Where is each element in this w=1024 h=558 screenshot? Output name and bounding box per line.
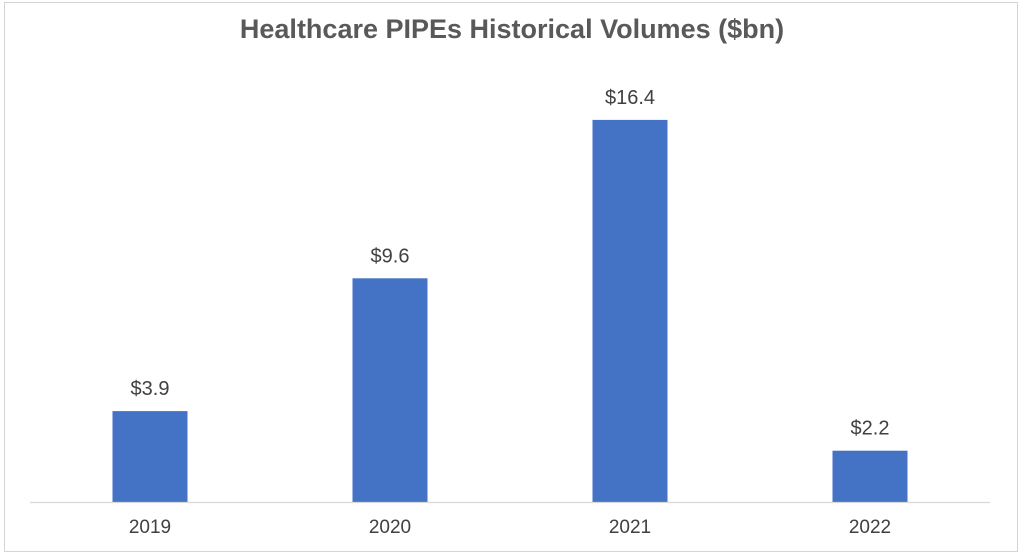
chart-title: Healthcare PIPEs Historical Volumes ($bn… <box>239 14 785 44</box>
data-label-2021: $16.4 <box>605 87 655 109</box>
bar-2019 <box>112 411 188 502</box>
data-label-2019: $3.9 <box>131 378 170 400</box>
bars-group <box>112 119 908 503</box>
x-tick-labels-group: 2019 2020 2021 2022 <box>129 517 891 538</box>
x-tick-label-2019: 2019 <box>129 517 171 538</box>
bar-2022 <box>832 450 908 502</box>
data-labels-group: $3.9 $9.6 $16.4 $2.2 <box>131 87 890 440</box>
x-tick-label-2021: 2021 <box>609 517 651 538</box>
bar-2021 <box>592 119 668 503</box>
x-tick-label-2020: 2020 <box>369 517 411 538</box>
x-tick-label-2022: 2022 <box>849 517 891 538</box>
data-label-2020: $9.6 <box>371 245 410 267</box>
data-label-2022: $2.2 <box>851 418 890 440</box>
bar-2020 <box>352 278 428 502</box>
